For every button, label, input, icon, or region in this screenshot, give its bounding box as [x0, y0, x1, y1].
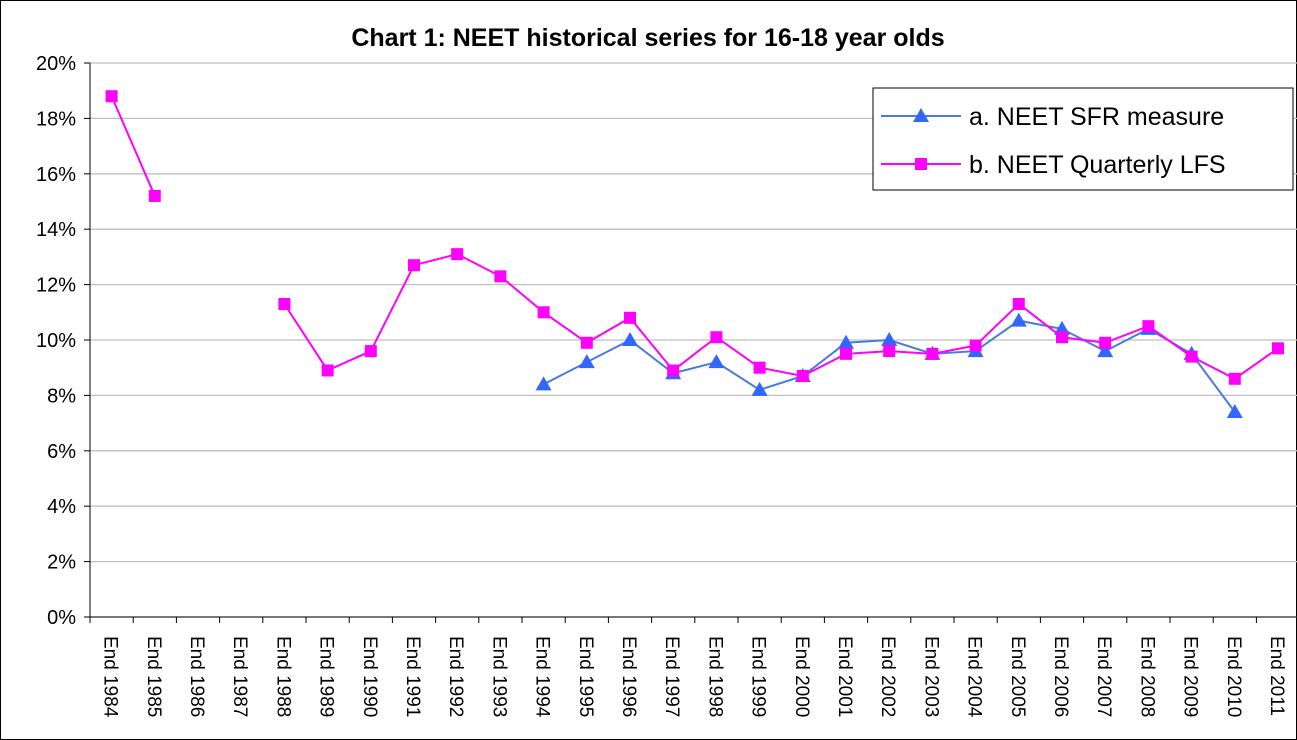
data-point: [1012, 297, 1025, 310]
x-tick-label: End 1992: [445, 636, 466, 717]
x-tick-label: End 2007: [1093, 636, 1114, 717]
data-point: [667, 364, 680, 377]
x-tick-label: End 2010: [1223, 636, 1244, 717]
x-tick-label: End 2011: [1266, 636, 1287, 716]
y-tick-label: 12%: [36, 275, 76, 297]
x-tick-label: End 1988: [272, 636, 293, 717]
data-point: [1185, 350, 1198, 363]
x-tick-label: End 1994: [532, 636, 553, 718]
x-tick-label: End 2001: [834, 636, 855, 717]
x-tick-label: End 1985: [143, 636, 164, 717]
data-point: [105, 90, 118, 103]
data-point: [1228, 372, 1241, 385]
x-tick-label: End 1997: [661, 636, 682, 717]
data-point: [321, 364, 334, 377]
data-point: [969, 339, 982, 352]
x-tick-label: End 2006: [1050, 636, 1071, 717]
legend-label: b. NEET Quarterly LFS: [969, 151, 1226, 179]
legend-label: a. NEET SFR measure: [969, 103, 1224, 131]
y-tick-label: 6%: [47, 441, 76, 463]
legend-box: [872, 87, 1294, 191]
x-tick-label: End 1993: [488, 636, 509, 717]
x-tick-label: End 1990: [359, 636, 380, 717]
data-point: [926, 347, 939, 360]
x-tick-label: End 1984: [100, 636, 121, 718]
data-point: [796, 370, 809, 383]
data-point: [1010, 312, 1027, 327]
y-tick-label: 14%: [36, 219, 76, 241]
x-tick-label: End 2002: [877, 636, 898, 717]
x-tick-label: End 1986: [186, 636, 207, 717]
x-tick-label: End 1989: [316, 636, 337, 717]
x-tick-label: End 1998: [704, 636, 725, 717]
data-point: [451, 248, 464, 261]
data-point: [148, 189, 161, 202]
data-point: [1099, 336, 1112, 349]
series-line: [110, 95, 1279, 380]
x-tick-label: End 1991: [402, 636, 423, 717]
y-tick-label: 18%: [36, 108, 76, 130]
data-point: [624, 311, 636, 324]
x-tick-label: End 2004: [964, 636, 985, 718]
y-tick-label: 16%: [36, 164, 76, 186]
y-tick-label: 2%: [47, 552, 76, 574]
data-point: [883, 345, 896, 358]
y-tick-label: 10%: [36, 330, 76, 352]
x-tick-label: End 1996: [618, 636, 639, 717]
x-tick-label: End 1999: [748, 636, 769, 717]
x-tick-label: End 2009: [1180, 636, 1201, 717]
data-point: [1056, 331, 1068, 344]
data-point: [838, 334, 854, 349]
data-point: [1142, 320, 1155, 333]
data-point: [278, 297, 291, 310]
y-tick-label: 8%: [47, 385, 76, 407]
data-point: [408, 259, 420, 272]
data-point: [1226, 404, 1243, 419]
data-point: [1097, 343, 1114, 358]
chart-title: Chart 1: NEET historical series for 16-1…: [351, 24, 944, 52]
x-tick-label: End 2003: [920, 636, 941, 717]
data-point: [580, 336, 593, 349]
data-point: [751, 381, 768, 396]
x-tick-label: End 2000: [791, 636, 812, 717]
data-point: [1272, 342, 1284, 355]
data-point: [494, 270, 507, 283]
x-tick-label: End 1987: [229, 636, 250, 717]
data-point: [753, 361, 766, 374]
y-tick-label: 0%: [47, 607, 76, 629]
data-point: [622, 332, 638, 346]
data-point: [364, 345, 377, 358]
data-point: [708, 354, 725, 369]
legend-marker: [913, 108, 929, 122]
y-tick-label: 20%: [36, 53, 76, 75]
data-point: [578, 354, 595, 369]
y-tick-label: 4%: [47, 496, 76, 518]
x-tick-label: End 2008: [1136, 636, 1157, 717]
data-point: [537, 306, 550, 319]
data-point: [840, 347, 852, 360]
data-point: [535, 376, 552, 391]
legend-marker: [915, 158, 927, 170]
data-point: [881, 332, 898, 346]
x-tick-label: End 2005: [1007, 636, 1028, 717]
x-tick-label: End 1995: [575, 636, 596, 717]
data-point: [710, 331, 723, 344]
